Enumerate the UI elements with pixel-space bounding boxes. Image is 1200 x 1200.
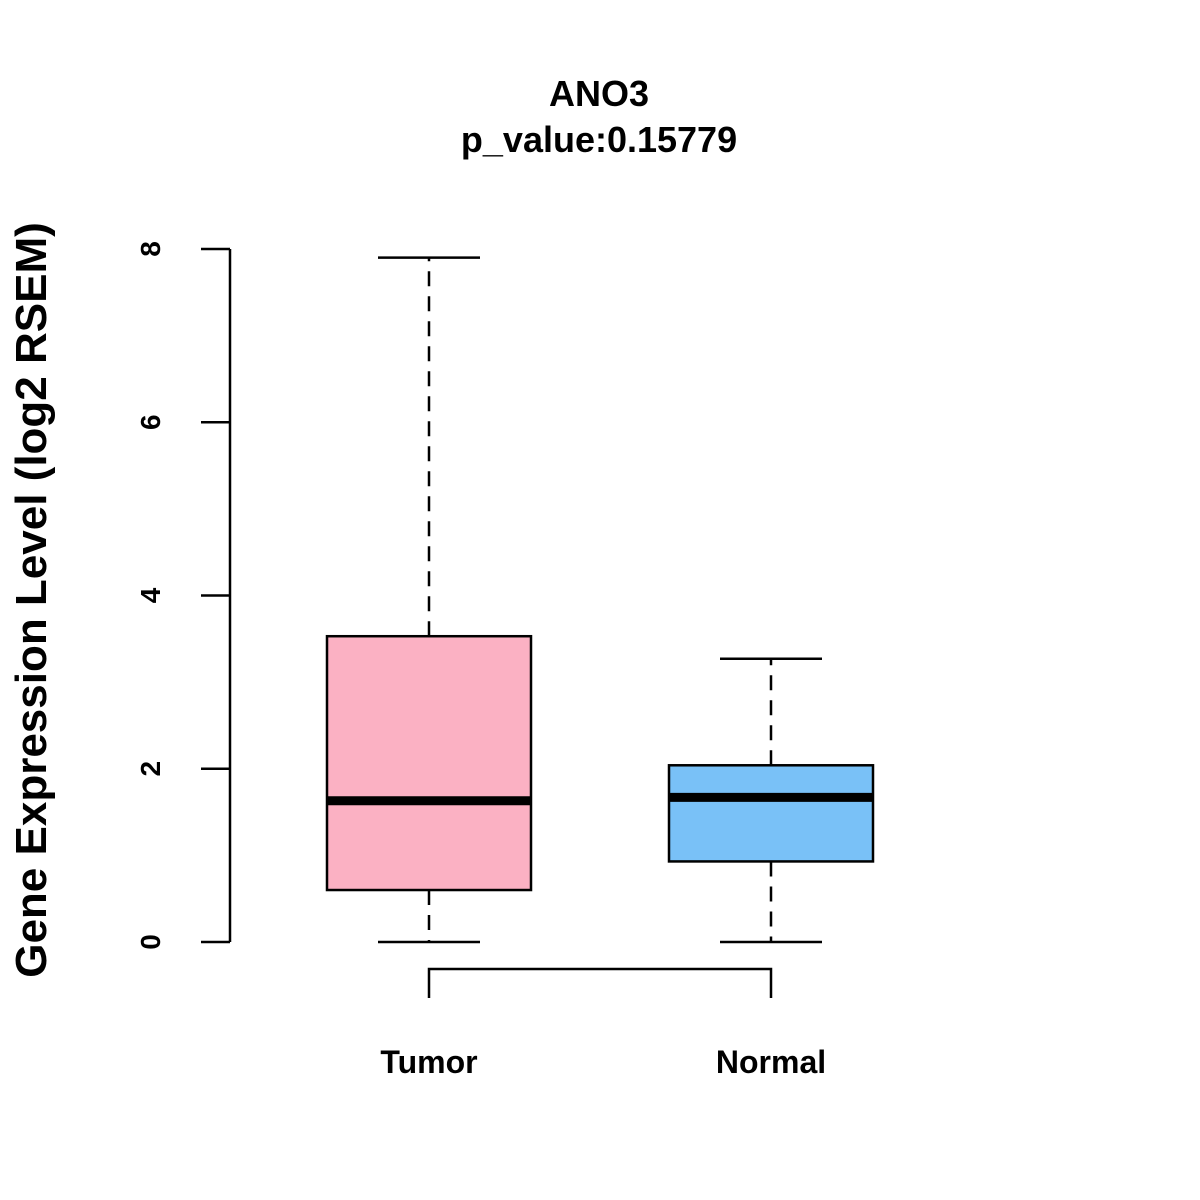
box-normal xyxy=(667,657,875,944)
boxes-group xyxy=(325,256,875,944)
iqr-box xyxy=(667,764,875,863)
x-tick-label-normal: Normal xyxy=(716,1044,826,1080)
bracket-line xyxy=(427,967,773,998)
x-tick-label-tumor: Tumor xyxy=(380,1044,477,1080)
chart-subtitle: p_value:0.15779 xyxy=(461,119,737,160)
y-tick-label: 0 xyxy=(135,934,166,950)
iqr-box xyxy=(325,634,533,892)
comparison-bracket xyxy=(427,967,773,998)
y-tick-label: 8 xyxy=(135,241,166,257)
y-tick-label: 6 xyxy=(135,414,166,430)
y-tick-label: 4 xyxy=(135,587,166,603)
box-tumor xyxy=(325,256,533,944)
chart-title: ANO3 xyxy=(549,73,649,114)
y-tick-label: 2 xyxy=(135,761,166,777)
y-axis: 0 2 4 6 8 xyxy=(135,241,232,950)
x-axis-labels: Tumor Normal xyxy=(380,1044,826,1080)
chart-title-group: ANO3 p_value:0.15779 xyxy=(461,73,737,160)
y-axis-label: Gene Expression Level (log2 RSEM) xyxy=(7,222,56,978)
